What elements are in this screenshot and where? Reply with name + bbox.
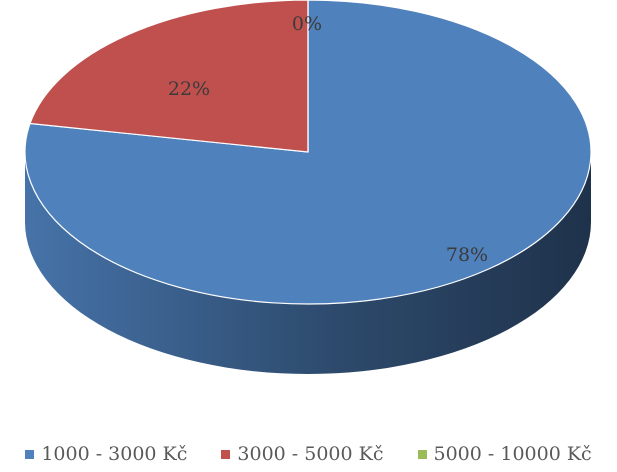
legend-swatch-red	[221, 449, 231, 459]
legend: 1000 - 3000 Kč 3000 - 5000 Kč 5000 - 100…	[0, 440, 617, 468]
legend-item-5000-10000: 5000 - 10000 Kč	[417, 443, 592, 465]
data-label-2: 0%	[292, 13, 322, 35]
pie-side-0	[25, 152, 591, 374]
pie-top-slices	[24, 0, 592, 305]
legend-swatch-blue	[25, 449, 35, 459]
pie-data-labels: 78% 22% 0%	[168, 13, 488, 266]
pie-depth-sides	[25, 152, 591, 374]
legend-item-3000-5000: 3000 - 5000 Kč	[221, 443, 384, 465]
legend-item-1000-3000: 1000 - 3000 Kč	[25, 443, 187, 465]
legend-label-3000-5000: 3000 - 5000 Kč	[237, 443, 384, 465]
legend-label-1000-3000: 1000 - 3000 Kč	[41, 443, 188, 465]
legend-swatch-green	[417, 449, 427, 459]
pie-slice-0	[24, 0, 592, 305]
data-label-0: 78%	[446, 244, 488, 266]
legend-label-5000-10000: 5000 - 10000 Kč	[433, 443, 592, 465]
data-label-1: 22%	[168, 78, 210, 100]
pie-slice-1	[29, 0, 309, 153]
